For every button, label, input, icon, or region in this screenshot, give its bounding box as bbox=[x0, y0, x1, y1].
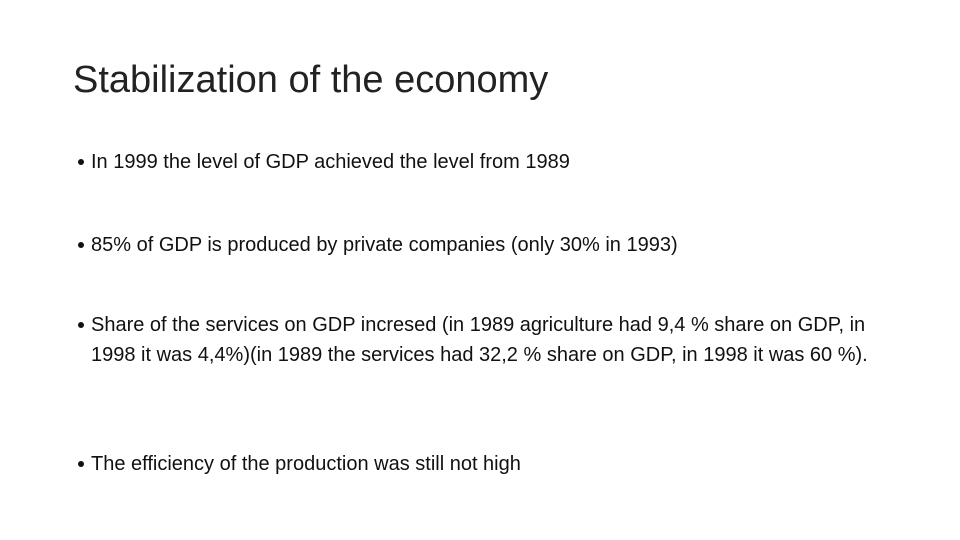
bullet-dot bbox=[78, 242, 84, 248]
bullet-item: Share of the services on GDP incresed (i… bbox=[74, 310, 874, 370]
bullet-text: In 1999 the level of GDP achieved the le… bbox=[91, 151, 570, 173]
bullet-item: The efficiency of the production was sti… bbox=[74, 449, 874, 479]
bullet-dot bbox=[78, 461, 84, 467]
slide-title: Stabilization of the economy bbox=[73, 59, 549, 101]
bullet-text: 85% of GDP is produced by private compan… bbox=[91, 234, 678, 256]
bullet-text: Share of the services on GDP incresed (i… bbox=[91, 314, 868, 366]
bullet-item: In 1999 the level of GDP achieved the le… bbox=[74, 147, 874, 177]
bullet-text: The efficiency of the production was sti… bbox=[91, 453, 521, 475]
bullet-dot bbox=[78, 159, 84, 165]
bullet-item: 85% of GDP is produced by private compan… bbox=[74, 230, 874, 260]
bullet-dot bbox=[78, 322, 84, 328]
